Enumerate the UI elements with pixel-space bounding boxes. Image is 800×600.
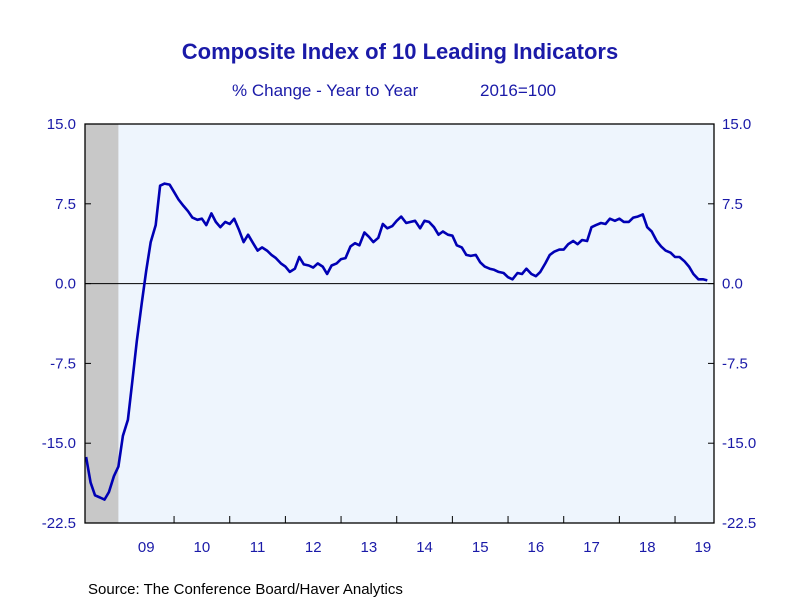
x-tick-label: 09 — [138, 539, 155, 556]
x-tick-label: 11 — [250, 539, 266, 556]
x-axis-year-ticks — [173, 516, 676, 523]
y-tick-label-left: 7.5 — [55, 196, 76, 213]
y-tick-label-left: -7.5 — [50, 355, 76, 372]
chart-subtitle-text: % Change - Year to Year — [232, 81, 419, 100]
y-tick-label-right: 0.0 — [722, 276, 743, 293]
y-axis-left-labels: 15.0 7.5 0.0 -7.5 -15.0 -22.5 — [42, 116, 76, 532]
x-tick-label: 13 — [361, 539, 378, 556]
plot-frame — [84, 123, 715, 524]
x-tick-label: 10 — [194, 539, 211, 556]
y-tick-label-right: -7.5 — [722, 355, 748, 372]
y-axis-right-labels: 15.0 7.5 0.0 -7.5 -15.0 -22.5 — [722, 116, 756, 532]
x-tick-label: 16 — [528, 539, 545, 556]
chart-subtitle-note: 2016=100 — [480, 81, 556, 100]
y-tick-label-left: -22.5 — [42, 515, 76, 532]
x-axis-labels: 09 10 11 12 13 14 15 16 17 18 19 — [138, 539, 711, 556]
x-tick-label: 19 — [695, 539, 712, 556]
x-tick-label: 15 — [472, 539, 489, 556]
y-tick-label-right: -22.5 — [722, 515, 756, 532]
x-tick-label: 12 — [305, 539, 322, 556]
x-tick-label: 18 — [639, 539, 656, 556]
chart-subtitle: % Change - Year to Year 2016=100 — [232, 81, 556, 100]
x-tick-label: 17 — [583, 539, 600, 556]
source-note: Source: The Conference Board/Haver Analy… — [88, 581, 403, 598]
series-line — [84, 182, 708, 501]
y-tick-label-right: 7.5 — [722, 196, 743, 213]
y-tick-label-left: 0.0 — [55, 276, 76, 293]
y-tick-label-left: 15.0 — [47, 116, 76, 133]
chart-title: Composite Index of 10 Leading Indicators — [182, 39, 618, 64]
recession-shading — [85, 124, 119, 523]
y-tick-label-right: -15.0 — [722, 435, 756, 452]
y-tick-label-right: 15.0 — [722, 116, 751, 133]
y-tick-label-left: -15.0 — [42, 435, 76, 452]
plot-area — [85, 124, 714, 523]
x-tick-label: 14 — [416, 539, 433, 556]
